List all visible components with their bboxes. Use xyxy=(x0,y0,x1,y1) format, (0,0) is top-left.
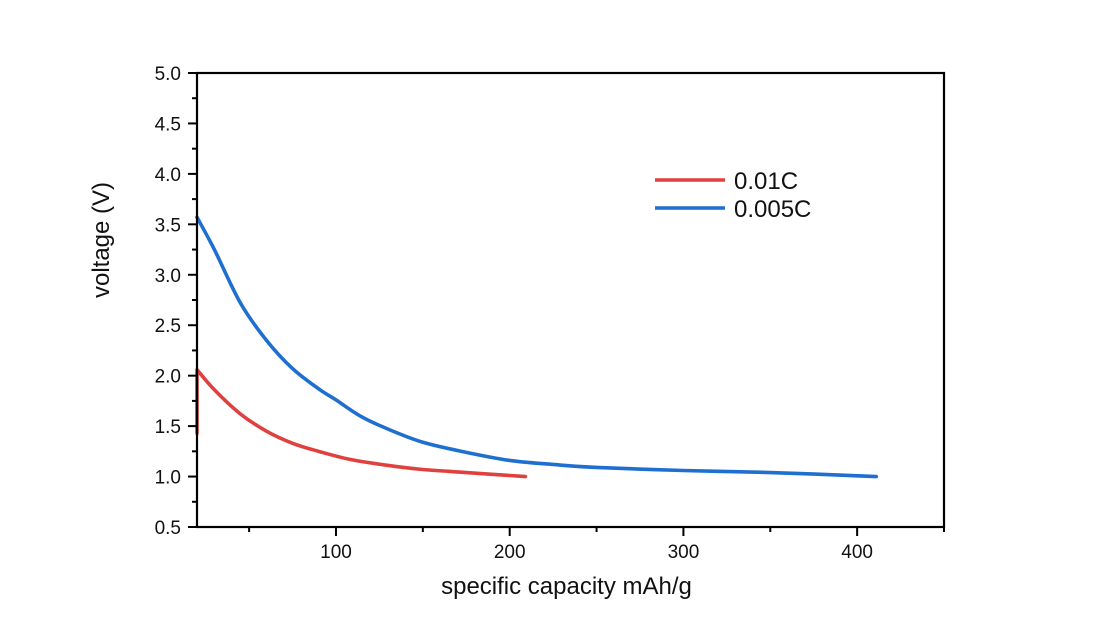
y-axis: 0.5 1.0 1.5 2.0 2.5 3.0 3.5 4.0 4.5 5.0 xyxy=(155,64,197,539)
y-tick-label: 2.0 xyxy=(155,367,181,388)
x-tick-label: 100 xyxy=(320,542,352,563)
y-tick-label: 3.5 xyxy=(155,215,181,236)
series-line-0-01c xyxy=(195,367,528,479)
x-axis: 100 200 300 400 xyxy=(248,527,945,563)
x-tick-label: 300 xyxy=(668,542,700,563)
y-tick-label: 4.5 xyxy=(155,114,181,135)
y-tick-label: 1.0 xyxy=(155,468,181,489)
series-layer xyxy=(195,215,879,479)
y-tick-label: 1.5 xyxy=(155,417,181,438)
series-line-0-005c xyxy=(195,215,879,479)
y-tick-label: 2.5 xyxy=(155,316,181,337)
x-axis-title: specific capacity mAh/g xyxy=(441,573,692,600)
legend-label: 0.005C xyxy=(734,196,811,223)
plot-frame xyxy=(195,71,946,529)
y-tick-label: 4.0 xyxy=(155,165,181,186)
y-axis-title: voltage (V) xyxy=(88,182,115,298)
y-tick-label: 3.0 xyxy=(155,266,181,287)
y-tick-label: 0.5 xyxy=(155,518,181,539)
x-tick-label: 400 xyxy=(841,542,873,563)
y-tick-label: 5.0 xyxy=(155,64,181,85)
legend-label: 0.01C xyxy=(734,168,798,195)
x-tick-label: 200 xyxy=(494,542,526,563)
